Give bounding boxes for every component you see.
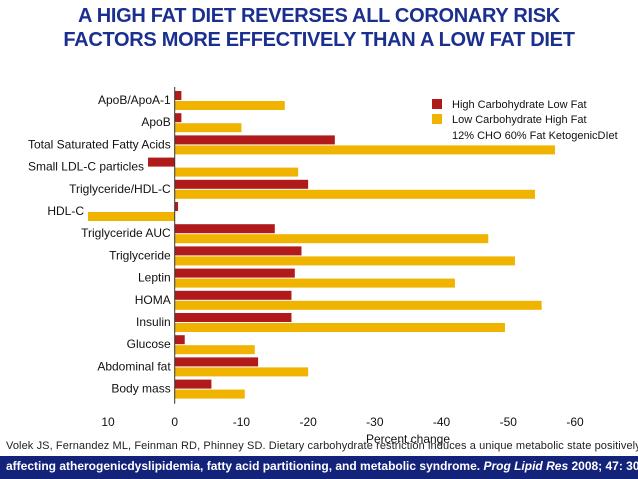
x-tick-label: -40: [433, 415, 451, 429]
x-tick-label: -20: [299, 415, 317, 429]
title-line-2: FACTORS MORE EFFECTIVELY THAN A LOW FAT …: [63, 29, 575, 51]
bar-low-carb: [174, 123, 242, 133]
bar-low-carb: [174, 367, 309, 377]
category-label: Triglyceride AUC: [81, 226, 171, 240]
bar-high-carb: [174, 290, 292, 300]
bar-high-carb: [174, 357, 259, 367]
bar-high-carb: [174, 335, 185, 345]
category-label: Small LDL-C particles: [28, 160, 144, 174]
bar-high-carb: [174, 268, 295, 278]
bar-low-carb: [174, 389, 245, 399]
category-label: Body mass: [111, 382, 170, 396]
bar-high-carb: [174, 113, 182, 123]
category-labels: ApoB/ApoA-1 ApoB Total Saturated Fatty Aci…: [28, 93, 171, 396]
bar-high-carb: [174, 179, 309, 189]
x-tick-label: 10: [101, 415, 115, 429]
category-label: ApoB/ApoA-1: [98, 93, 171, 107]
citation-journal: Prog Lipid Res: [483, 459, 569, 473]
category-label: Glucose: [127, 337, 171, 351]
category-label: HDL-C: [47, 204, 84, 218]
bar-low-carb: [174, 234, 489, 244]
bar-high-carb: [174, 379, 212, 389]
x-tick-label: 0: [171, 415, 178, 429]
category-label: Abdominal fat: [97, 359, 171, 373]
category-label: Leptin: [138, 271, 171, 285]
bar-high-carb: [174, 313, 292, 322]
bar-high-carb: [174, 135, 335, 145]
category-label: HOMA: [135, 293, 171, 307]
category-label: Insulin: [136, 315, 171, 329]
x-axis-title: Percent change: [366, 432, 450, 446]
bar-low-carb: [174, 300, 542, 310]
legend-label-high-carb: High Carbohydrate Low Fat: [452, 99, 587, 111]
bar-high-carb: [148, 157, 175, 167]
bar-low-carb: [174, 101, 285, 110]
x-tick-label: -60: [566, 415, 584, 429]
bar-low-carb: [174, 256, 515, 266]
bar-high-carb: [174, 91, 182, 100]
legend-swatch-low-carb: [432, 114, 442, 124]
citation-footer: affecting atherogenicdyslipidemia, fatty…: [0, 456, 638, 479]
category-label: Triglyceride: [109, 248, 171, 262]
bar-high-carb: [174, 246, 302, 256]
legend: High Carbohydrate Low Fat Low Carbohydra…: [432, 99, 618, 142]
citation-line-2: affecting atherogenicdyslipidemia, fatty…: [6, 459, 481, 473]
bar-low-carb: [174, 167, 299, 177]
bar-low-carb: [174, 189, 535, 199]
x-tick-label: -10: [233, 415, 251, 429]
chart-title: A HIGH FAT DIET REVERSES ALL CORONARY RI…: [0, 4, 638, 52]
citation-line-1: Volek JS, Fernandez ML, Feinman RD, Phin…: [6, 440, 638, 452]
x-axis: 10 0 -10 -20 -30 -40 -50 -60: [101, 87, 584, 429]
bar-low-carb: [174, 345, 255, 355]
category-label: Total Saturated Fatty Acids: [28, 137, 171, 151]
bar-low-carb: [174, 145, 555, 155]
title-line-1: A HIGH FAT DIET REVERSES ALL CORONARY RI…: [78, 5, 560, 27]
bar-low-carb: [174, 278, 455, 288]
x-tick-label: -30: [366, 415, 384, 429]
bar-low-carb: [87, 212, 175, 221]
citation-year: 2008; 47: 307-318.: [571, 459, 638, 473]
bar-low-carb: [174, 323, 505, 332]
x-tick-label: -50: [500, 415, 518, 429]
bar-high-carb: [174, 202, 179, 211]
legend-swatch-high-carb: [432, 99, 442, 109]
legend-label-low-carb: Low Carbohydrate High Fat: [452, 114, 587, 126]
bar-high-carb: [174, 224, 275, 234]
category-label: ApoB: [141, 115, 170, 129]
bars-layer: [87, 91, 555, 399]
legend-note: 12% CHO 60% Fat KetogenicDIet: [452, 130, 618, 142]
category-label: Triglyceride/HDL-C: [69, 182, 171, 196]
